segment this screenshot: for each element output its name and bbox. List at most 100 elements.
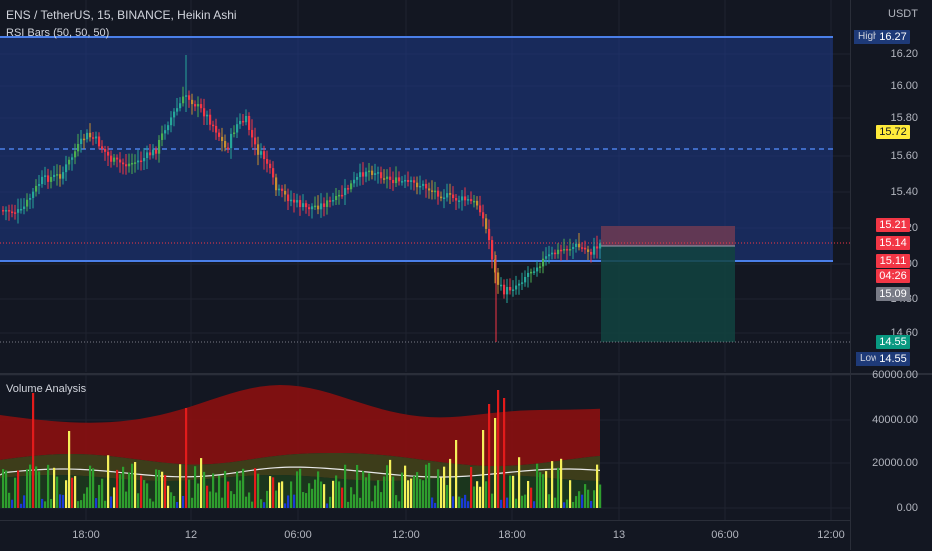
volume-bar bbox=[107, 455, 110, 508]
volume-indicator-title[interactable]: Volume Analysis bbox=[6, 383, 87, 395]
volume-bar bbox=[572, 501, 575, 508]
volume-bar bbox=[128, 472, 131, 508]
candle-body bbox=[131, 162, 134, 165]
volume-bar bbox=[95, 498, 98, 508]
volume-bar bbox=[296, 471, 299, 508]
volume-bar bbox=[266, 490, 269, 508]
volume-bar bbox=[209, 491, 212, 508]
candles-group[interactable] bbox=[2, 55, 602, 342]
volume-bar bbox=[341, 487, 344, 508]
candle-body bbox=[107, 151, 110, 156]
candle-body bbox=[260, 151, 263, 155]
candle-body bbox=[368, 170, 371, 173]
high-tag: High bbox=[854, 30, 883, 44]
volume-bar bbox=[56, 476, 59, 508]
volume-bar bbox=[593, 490, 596, 508]
volume-bar bbox=[167, 485, 170, 508]
volume-bar bbox=[281, 481, 284, 508]
low-value-label: 14.55 bbox=[876, 352, 910, 366]
candle-body bbox=[248, 116, 251, 130]
candle-body bbox=[497, 272, 500, 285]
target-price-label: 14.55 bbox=[876, 335, 910, 349]
price-chart-canvas[interactable] bbox=[0, 0, 932, 372]
candle-body bbox=[443, 197, 446, 199]
volume-red-band bbox=[0, 385, 600, 466]
candle-body bbox=[269, 163, 272, 169]
volume-bar bbox=[122, 466, 125, 508]
volume-bar bbox=[263, 502, 266, 508]
volume-bar bbox=[257, 473, 260, 508]
volume-bar bbox=[380, 492, 383, 508]
volume-bar bbox=[110, 496, 113, 508]
indicator-legend[interactable]: RSI Bars (50, 50, 50) bbox=[6, 27, 110, 39]
symbol-title[interactable]: ENS / TetherUS, 15, BINANCE, Heikin Ashi bbox=[6, 8, 237, 22]
candle-body bbox=[416, 182, 419, 188]
volume-bar bbox=[317, 471, 320, 508]
volume-bar bbox=[302, 492, 305, 508]
volume-bar bbox=[512, 475, 515, 508]
candle-body bbox=[521, 282, 524, 284]
volume-bar bbox=[71, 477, 74, 508]
candle-body bbox=[32, 191, 35, 198]
volume-chart-canvas[interactable] bbox=[0, 375, 932, 520]
volume-bar bbox=[383, 476, 386, 508]
candle-body bbox=[437, 190, 440, 197]
candle-body bbox=[200, 104, 203, 109]
volume-bar bbox=[272, 477, 275, 508]
volume-bar bbox=[437, 469, 440, 508]
candle-body bbox=[80, 138, 83, 145]
candle-body bbox=[275, 177, 278, 191]
stop-loss-zone[interactable] bbox=[601, 226, 735, 246]
volume-tick-label: 60000.00 bbox=[872, 369, 918, 381]
candle-body bbox=[329, 200, 332, 202]
candle-body bbox=[380, 172, 383, 179]
volume-bar bbox=[470, 467, 473, 508]
candle-body bbox=[389, 176, 392, 180]
volume-bar bbox=[5, 470, 8, 508]
candle-body bbox=[71, 157, 74, 160]
volume-bar bbox=[134, 462, 137, 508]
volume-bar bbox=[557, 467, 560, 508]
candle-body bbox=[314, 205, 317, 208]
candle-body bbox=[476, 200, 479, 206]
volume-bar bbox=[488, 404, 491, 508]
candle-body bbox=[74, 151, 77, 158]
volume-bar bbox=[47, 464, 50, 508]
volume-bar bbox=[191, 497, 194, 508]
candle-body bbox=[221, 136, 224, 142]
candle-body bbox=[167, 125, 170, 131]
candle-body bbox=[491, 240, 494, 260]
axis-separator bbox=[850, 0, 851, 550]
volume-bar bbox=[374, 485, 377, 508]
candle-body bbox=[122, 162, 125, 165]
candle-body bbox=[263, 151, 266, 160]
candle-body bbox=[554, 252, 557, 255]
volume-bar bbox=[185, 408, 188, 508]
volume-bar bbox=[245, 496, 248, 508]
candle-body bbox=[236, 124, 239, 133]
candle-body bbox=[569, 249, 572, 251]
candle-body bbox=[20, 208, 23, 211]
candle-body bbox=[308, 207, 311, 210]
volume-bar bbox=[254, 468, 257, 508]
volume-pane[interactable]: Volume Analysis 60000.00 40000.00 20000.00… bbox=[0, 369, 932, 520]
pane-separator[interactable] bbox=[0, 373, 932, 375]
price-pane[interactable]: ENS / TetherUS, 15, BINANCE, Heikin Ashi… bbox=[0, 0, 932, 372]
volume-bar bbox=[407, 480, 410, 508]
candle-body bbox=[287, 194, 290, 202]
price-tick-label: 15.80 bbox=[890, 112, 918, 124]
time-tick-label: 12:00 bbox=[392, 529, 420, 541]
time-axis[interactable]: 18:00 12 06:00 12:00 18:00 13 06:00 12:00 bbox=[0, 520, 850, 551]
candle-body bbox=[44, 175, 47, 177]
volume-bar bbox=[251, 501, 254, 508]
volume-bar bbox=[89, 465, 92, 508]
candle-body bbox=[575, 243, 578, 247]
volume-bar bbox=[377, 480, 380, 508]
volume-bar bbox=[23, 495, 26, 508]
take-profit-zone[interactable] bbox=[601, 246, 735, 342]
volume-bar bbox=[503, 398, 506, 508]
candle-body bbox=[530, 271, 533, 274]
candle-body bbox=[170, 117, 173, 126]
volume-bar bbox=[179, 464, 182, 508]
